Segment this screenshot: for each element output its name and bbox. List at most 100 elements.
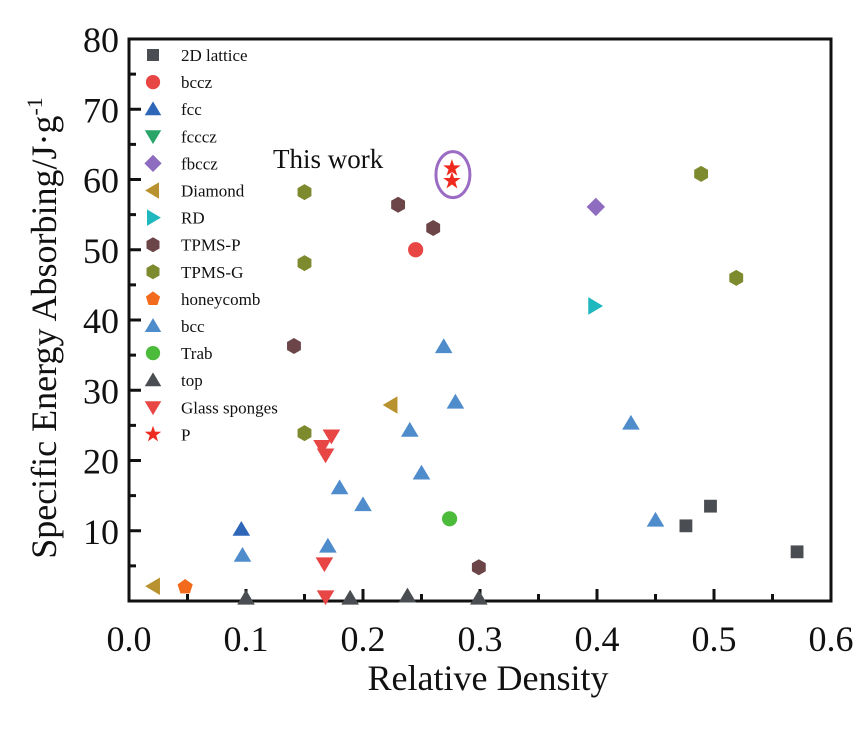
legend-item-fcc: fcc	[144, 100, 202, 119]
point-rd	[588, 297, 604, 315]
point-glass-sponges	[315, 557, 334, 573]
legend-label: 2D lattice	[181, 46, 248, 65]
legend-marker-rd	[147, 209, 161, 226]
x-tick-label: 0.6	[809, 619, 854, 659]
legend-marker-p	[144, 425, 162, 442]
point-tpms-p	[471, 559, 486, 576]
legend-marker-fcccz	[144, 130, 162, 145]
legend-label: TPMS-G	[181, 263, 243, 282]
point-bcc	[412, 464, 431, 480]
legend-label: fbccz	[181, 154, 218, 173]
point-tpms-g	[297, 184, 312, 201]
point-bcc	[646, 511, 665, 527]
point-honeycomb	[177, 578, 193, 594]
point-bcc	[233, 546, 252, 562]
this-work-annotation: This work	[273, 144, 384, 174]
data-points	[145, 159, 804, 606]
legend-item-p: P	[144, 425, 190, 444]
point-top	[470, 589, 488, 605]
point-bcc	[434, 338, 453, 354]
legend-label: bcc	[181, 317, 205, 336]
point-tpms-p	[426, 219, 441, 236]
legend-item-fcccz: fcccz	[144, 127, 217, 146]
y-axis-title-superscript: -1	[22, 97, 47, 115]
legend-marker-trab	[145, 345, 161, 361]
point-tpms-g	[729, 269, 744, 286]
plot-frame	[127, 37, 833, 603]
legend-item-top: top	[144, 371, 203, 390]
y-tick-label: 80	[83, 20, 119, 60]
axes: 0.0 0.1 0.2 0.3 0.4 0.5 0.6 10 20 30 40 50 60 70 80	[83, 20, 854, 659]
x-tick-label: 0.2	[341, 619, 386, 659]
point-tpms-p	[391, 196, 406, 213]
point-fcc	[232, 520, 251, 536]
x-tick-label: 0.1	[224, 619, 269, 659]
point-bcc	[330, 479, 349, 495]
legend-item-fbccz: fbccz	[144, 154, 218, 173]
point-glass-sponges	[313, 440, 331, 455]
y-axis-title-main: Specific Energy Absorbing/J·g	[24, 116, 64, 559]
legend-label: honeycomb	[181, 290, 260, 309]
y-tick-label: 60	[83, 161, 119, 201]
point-bccz	[408, 242, 424, 258]
legend-marker-bccz	[145, 74, 161, 90]
point-bcc	[622, 414, 640, 430]
point-diamond	[145, 577, 160, 596]
point-tpms-g	[297, 425, 312, 442]
legend-label: Glass sponges	[181, 398, 278, 417]
legend-item-glass-sponges: Glass sponges	[144, 398, 278, 417]
y-tick-label: 70	[83, 90, 119, 130]
legend-label: bccz	[181, 73, 213, 92]
legend: 2D lattice bccz fcc fcccz fbccz Diamond RD TPMS…	[144, 46, 278, 444]
legend-marker-fbccz	[144, 154, 162, 173]
point-glass-sponges	[316, 448, 335, 464]
point-bcc	[319, 537, 337, 553]
y-tick-label: 10	[83, 512, 119, 552]
point-bcc	[401, 421, 419, 437]
legend-marker-honeycomb	[145, 291, 161, 305]
legend-label: top	[181, 371, 203, 390]
legend-marker-glass-sponges	[144, 401, 162, 416]
point-tpms-p	[287, 337, 301, 354]
legend-marker-tpms-p	[146, 237, 160, 253]
legend-item-trab: Trab	[145, 344, 213, 363]
point-fbccz	[586, 197, 606, 217]
point-diamond	[382, 396, 398, 414]
y-tick-label: 30	[83, 371, 119, 411]
point-tpms-g	[297, 255, 312, 272]
point-2d-lattice	[790, 545, 804, 559]
legend-item-rd: RD	[147, 209, 205, 228]
legend-item-tpms-g: TPMS-G	[146, 263, 243, 282]
y-tick-label: 40	[83, 301, 119, 341]
legend-label: Trab	[181, 344, 213, 363]
point-tpms-g	[694, 165, 709, 182]
point-bcc	[354, 496, 372, 512]
y-tick-label: 50	[83, 231, 119, 271]
point-top	[341, 589, 359, 605]
legend-marker-diamond	[145, 182, 159, 199]
point-top	[398, 587, 417, 603]
legend-marker-bcc	[144, 318, 162, 332]
legend-item-honeycomb: honeycomb	[145, 290, 260, 309]
legend-label: fcccz	[181, 127, 217, 146]
point-p	[443, 171, 461, 189]
legend-item-bccz: bccz	[145, 73, 213, 92]
legend-item-tpms-p: TPMS-P	[146, 236, 241, 255]
point-trab	[441, 511, 458, 527]
x-tick-label: 0.0	[107, 619, 152, 659]
point-2d-lattice	[704, 499, 717, 513]
point-2d-lattice	[679, 519, 693, 533]
legend-marker-tpms-g	[146, 264, 160, 280]
legend-label: fcc	[181, 100, 202, 119]
legend-label: P	[181, 425, 190, 444]
legend-marker-2d-lattice	[147, 49, 159, 61]
point-bcc	[446, 393, 465, 409]
legend-item-2d-lattice: 2D lattice	[147, 46, 248, 65]
y-tick-label: 20	[83, 442, 119, 482]
legend-label: RD	[181, 209, 205, 228]
legend-label: TPMS-P	[181, 236, 241, 255]
x-axis-title: Relative Density	[368, 658, 609, 698]
legend-marker-top	[144, 372, 162, 387]
legend-item-diamond: Diamond	[145, 182, 245, 201]
